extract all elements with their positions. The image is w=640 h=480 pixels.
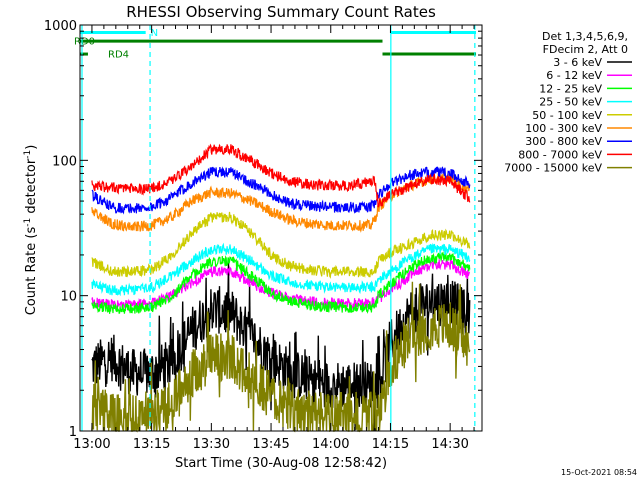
series-100-300-kev (91, 172, 471, 233)
legend-item-3-6-kev: 3 - 6 keV (553, 56, 632, 69)
y-axis-label-part2: detector (24, 158, 39, 218)
legend-label: 300 - 800 keV (525, 135, 602, 148)
legend-label: 6 - 12 keV (546, 69, 602, 82)
y-axis-label-part1: Count Rate (s (24, 227, 39, 316)
y-axis-label: Count Rate (s-1 detector-1) (23, 145, 39, 316)
flag-bars-group: N RD0 RD4 (74, 28, 477, 61)
plot-frame (79, 24, 483, 432)
chart-title: RHESSI Observing Summary Count Rates (126, 3, 436, 21)
series-3-6-kev (91, 262, 471, 432)
y-tick-label: 10 (60, 290, 77, 305)
legend-label: 3 - 6 keV (553, 56, 602, 69)
y-tick-label: 100 (52, 154, 77, 169)
series-100-300-kev-line (91, 172, 471, 233)
x-tick-label: 13:00 (73, 437, 110, 452)
legend-item-12-25-kev: 12 - 25 keV (539, 82, 632, 95)
x-tick-label: 14:00 (312, 437, 349, 452)
series-6-12-kev-line (91, 258, 471, 311)
series-25-50-kev (91, 242, 471, 297)
legend-item-800-7000-kev: 800 - 7000 keV (518, 148, 632, 161)
series-6-12-kev (91, 258, 471, 311)
legend-item-300-800-kev: 300 - 800 keV (525, 135, 632, 148)
legend-label: 25 - 50 keV (539, 96, 602, 109)
vertical-markers-group (81, 25, 476, 431)
axis-ticks-group: 13:00 13:15 13:30 13:45 14:00 14:15 14:30 1 10 10… (44, 19, 482, 452)
plot-series-group (91, 143, 471, 433)
legend-label: 12 - 25 keV (539, 82, 602, 95)
legend-item-100-300-kev: 100 - 300 keV (525, 122, 632, 135)
series-800-7000-kev-line (91, 143, 471, 208)
y-axis-label-sup1: -1 (23, 218, 33, 227)
series-3-6-kev-line (91, 262, 471, 432)
legend-header-line2: FDecim 2, Att 0 (543, 43, 628, 56)
legend-label: 100 - 300 keV (525, 122, 602, 135)
legend: Det 1,3,4,5,6,9, FDecim 2, Att 0 3 - 6 k… (504, 30, 632, 175)
x-tick-label: 14:30 (431, 437, 468, 452)
series-7000-15000-kev (91, 281, 471, 433)
series-800-7000-kev (91, 143, 471, 208)
x-tick-label: 13:15 (133, 437, 170, 452)
flag-n-label: N (151, 28, 158, 39)
legend-label: 50 - 100 keV (532, 109, 602, 122)
flag-rd0-label: RD0 (74, 37, 95, 48)
y-tick-label: 1 (69, 425, 77, 440)
flag-rd0: RD0 (74, 37, 383, 48)
legend-item-6-12-kev: 6 - 12 keV (546, 69, 632, 82)
legend-label: 7000 - 15000 keV (504, 162, 602, 175)
x-tick-label: 13:30 (193, 437, 230, 452)
y-tick-label: 1000 (44, 19, 77, 34)
series-300-800-kev-line (91, 166, 471, 215)
x-tick-label: 14:15 (372, 437, 409, 452)
x-axis-label: Start Time (30-Aug-08 12:58:42) (175, 456, 387, 471)
legend-item-7000-15000-kev: 7000 - 15000 keV (504, 162, 632, 175)
series-7000-15000-kev-line (91, 281, 471, 433)
legend-item-50-100-kev: 50 - 100 keV (532, 109, 632, 122)
series-12-25-kev (91, 251, 471, 315)
series-50-100-kev-line (91, 211, 471, 279)
legend-item-25-50-kev: 25 - 50 keV (539, 96, 632, 109)
series-300-800-kev (91, 166, 471, 215)
y-axis-label-sup2: -1 (23, 150, 33, 159)
series-25-50-kev-line (91, 242, 471, 297)
legend-label: 800 - 7000 keV (518, 148, 602, 161)
series-50-100-kev (91, 211, 471, 279)
timestamp: 15-Oct-2021 08:54 (561, 468, 637, 477)
series-12-25-kev-line (91, 251, 471, 315)
flag-n: N (80, 28, 477, 39)
x-tick-label: 13:45 (252, 437, 289, 452)
legend-header-line1: Det 1,3,4,5,6,9, (542, 30, 628, 43)
y-axis-label-part3: ) (24, 145, 39, 150)
flag-rd4: RD4 (80, 50, 477, 61)
flag-rd4-label: RD4 (108, 50, 129, 61)
